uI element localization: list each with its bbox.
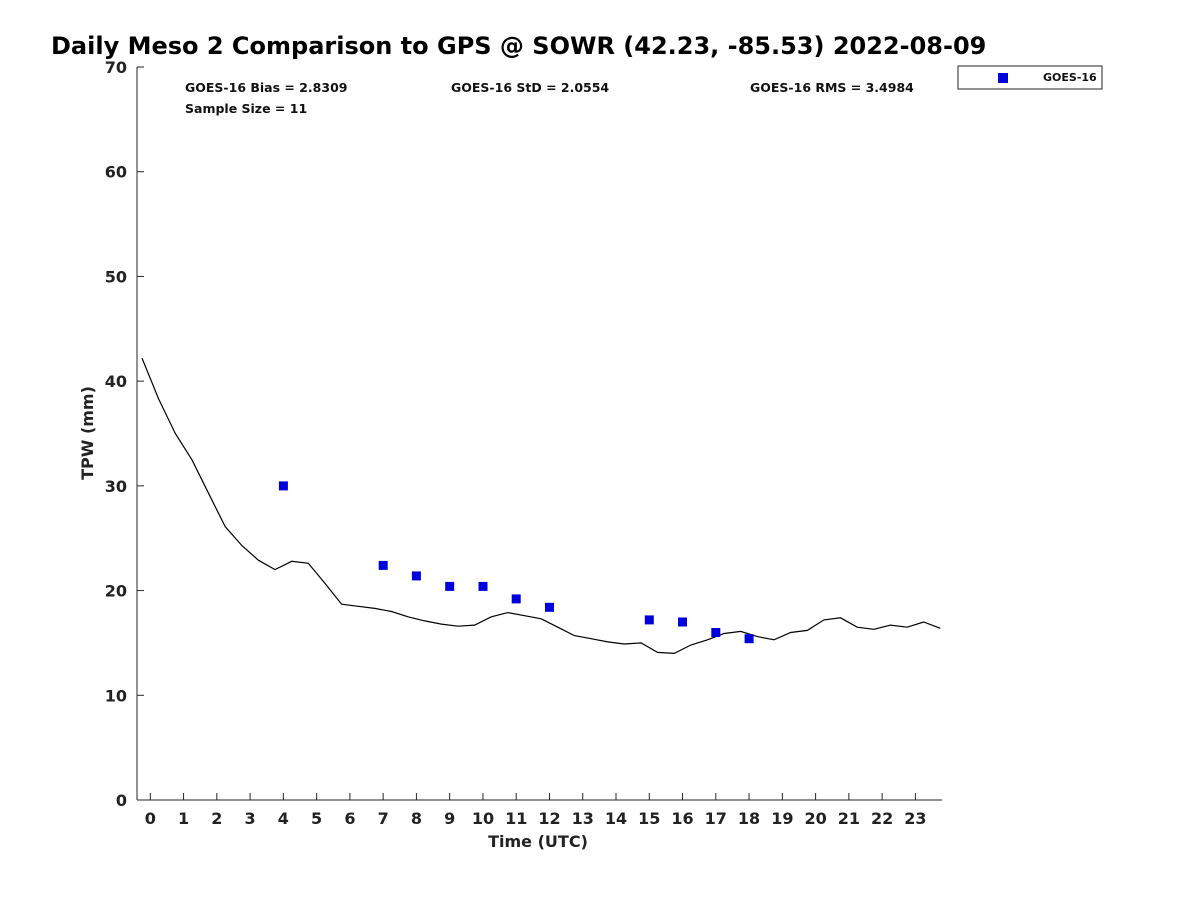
goes16-point bbox=[278, 481, 288, 491]
goes16-point bbox=[644, 615, 654, 625]
y-tick-label: 10 bbox=[105, 686, 127, 705]
y-tick-label: 60 bbox=[105, 163, 127, 182]
x-tick-label: 13 bbox=[572, 809, 594, 828]
goes16-point bbox=[411, 571, 421, 581]
x-tick-label: 14 bbox=[605, 809, 627, 828]
goes16-point bbox=[744, 634, 754, 644]
x-tick-label: 8 bbox=[411, 809, 422, 828]
stat-rms: GOES-16 RMS = 3.4984 bbox=[750, 80, 914, 95]
y-ticks: 0 10 20 30 40 50 60 70 bbox=[105, 58, 144, 810]
x-tick-label: 15 bbox=[638, 809, 660, 828]
x-tick-label: 11 bbox=[505, 809, 527, 828]
x-tick-label: 20 bbox=[804, 809, 826, 828]
legend-label-goes16: GOES-16 bbox=[1043, 71, 1097, 84]
goes16-point bbox=[478, 581, 488, 591]
x-tick-label: 0 bbox=[145, 809, 156, 828]
gps-line-series bbox=[141, 357, 941, 655]
x-ticks: 0 1 2 3 4 5 6 7 8 9 10 11 12 13 14 15 16 17 18 19 20 21 22 23 bbox=[145, 793, 927, 828]
x-tick-label: 23 bbox=[904, 809, 926, 828]
x-tick-label: 10 bbox=[472, 809, 494, 828]
x-tick-label: 9 bbox=[444, 809, 455, 828]
legend-box bbox=[957, 65, 1103, 90]
x-tick-label: 21 bbox=[838, 809, 860, 828]
x-tick-label: 16 bbox=[671, 809, 693, 828]
y-axis-label: TPW (mm) bbox=[78, 386, 97, 480]
x-tick-label: 18 bbox=[738, 809, 760, 828]
y-tick-label: 30 bbox=[105, 477, 127, 496]
goes16-scatter-series bbox=[278, 481, 754, 644]
stat-sample-size: Sample Size = 11 bbox=[185, 101, 307, 116]
chart-title: Daily Meso 2 Comparison to GPS @ SOWR (4… bbox=[51, 32, 986, 60]
goes16-point bbox=[545, 602, 554, 612]
goes16-point bbox=[511, 594, 521, 604]
x-tick-label: 3 bbox=[245, 809, 256, 828]
y-tick-label: 40 bbox=[105, 372, 127, 391]
goes16-point bbox=[711, 628, 721, 637]
axes bbox=[136, 67, 942, 801]
stats-block: GOES-16 Bias = 2.8309 GOES-16 StD = 2.05… bbox=[185, 80, 914, 116]
x-tick-label: 7 bbox=[378, 809, 389, 828]
x-tick-label: 6 bbox=[344, 809, 355, 828]
y-tick-label: 50 bbox=[105, 267, 127, 286]
gps-tpw-line bbox=[141, 357, 941, 655]
x-tick-label: 1 bbox=[178, 809, 189, 828]
goes16-point bbox=[378, 560, 388, 570]
y-tick-label: 0 bbox=[116, 791, 127, 810]
x-tick-label: 12 bbox=[538, 809, 560, 828]
stat-bias: GOES-16 Bias = 2.8309 bbox=[185, 80, 347, 95]
goes16-point bbox=[678, 617, 687, 627]
x-tick-label: 17 bbox=[705, 809, 727, 828]
x-tick-label: 5 bbox=[311, 809, 322, 828]
goes16-point bbox=[445, 581, 455, 591]
x-tick-label: 2 bbox=[211, 809, 222, 828]
x-tick-label: 22 bbox=[871, 809, 893, 828]
x-tick-label: 4 bbox=[278, 809, 289, 828]
x-tick-label: 19 bbox=[771, 809, 793, 828]
legend-marker-square bbox=[998, 73, 1008, 83]
x-axis-label: Time (UTC) bbox=[488, 832, 588, 851]
y-tick-label: 20 bbox=[105, 582, 127, 601]
y-tick-label: 70 bbox=[105, 58, 127, 77]
legend: GOES-16 bbox=[957, 65, 1103, 90]
stat-std: GOES-16 StD = 2.0554 bbox=[451, 80, 609, 95]
